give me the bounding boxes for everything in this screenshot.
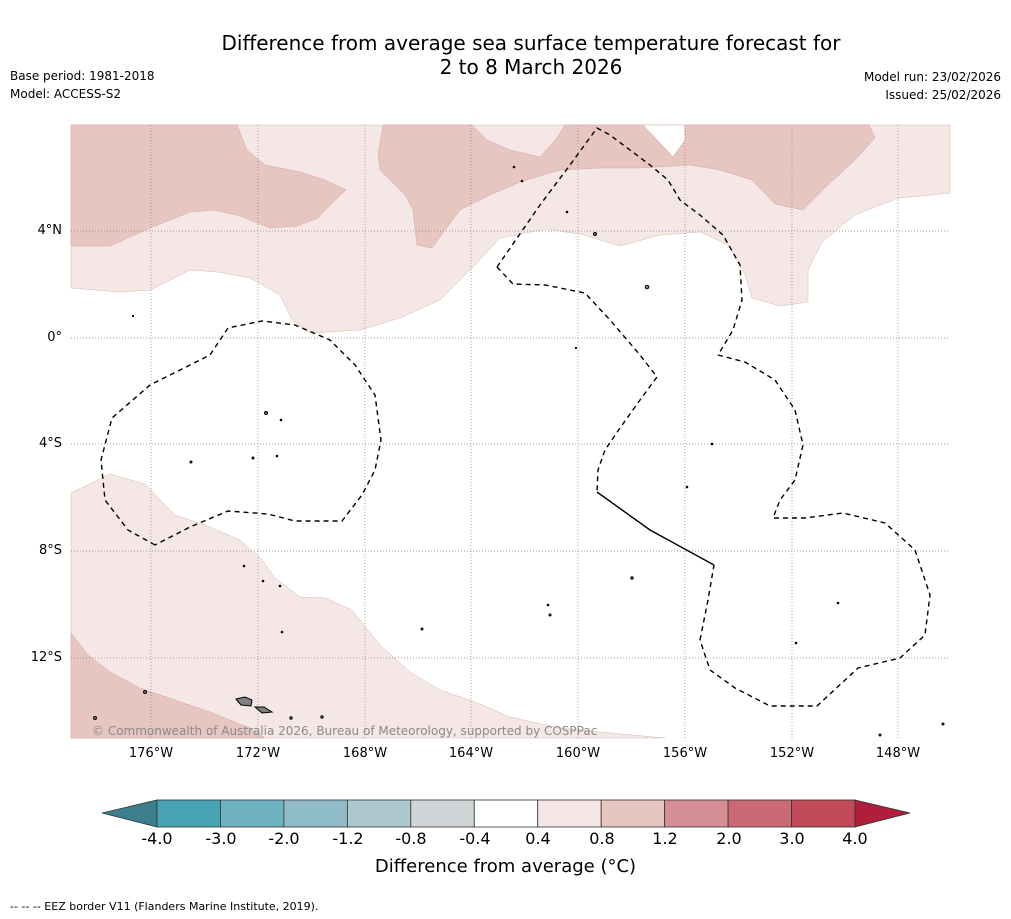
lon-label-148w: 148°W xyxy=(875,746,921,761)
lat-label-12s: 12°S xyxy=(30,650,62,665)
base-period: Base period: 1981-2018 xyxy=(10,69,155,83)
eez-footnote: -- -- -- EEZ border V11 (Flanders Marine… xyxy=(10,900,319,913)
lon-label-176w: 176°W xyxy=(128,746,174,761)
issued-date: Issued: 25/02/2026 xyxy=(885,88,1001,102)
chart-title: Difference from average sea surface temp… xyxy=(0,31,1011,79)
eez-borders xyxy=(100,127,931,707)
cb-tick-5: -0.8 xyxy=(395,829,427,848)
title-line-2: 2 to 8 March 2026 xyxy=(439,55,623,79)
cb-tick-6: -0.4 xyxy=(459,829,491,848)
meta-left: Base period: 1981-2018 Model: ACCESS-S2 xyxy=(10,67,155,103)
island-upolu xyxy=(235,696,253,707)
islands xyxy=(93,165,945,737)
anomaly-shading xyxy=(70,124,951,739)
eez-line-north xyxy=(496,127,743,356)
meta-right: Model run: 23/02/2026 Issued: 25/02/2026 xyxy=(864,68,1001,104)
eez-line-mid xyxy=(496,266,658,493)
lat-label-0: 0° xyxy=(47,330,62,345)
cb-tick-8: 0.8 xyxy=(589,829,615,848)
cb-tick-1: -4.0 xyxy=(141,829,173,848)
lon-label-152w: 152°W xyxy=(769,746,815,761)
band-southwest-dark xyxy=(70,632,266,739)
eez-solid-segment xyxy=(596,491,715,566)
cb-tick-11: 3.0 xyxy=(779,829,805,848)
lon-label-172w: 172°W xyxy=(235,746,281,761)
lon-label-168w: 168°W xyxy=(342,746,388,761)
band-north-white-notch xyxy=(642,124,686,158)
eez-segment-south xyxy=(699,564,715,641)
model-run: Model run: 23/02/2026 xyxy=(863,70,1001,84)
graticule xyxy=(71,125,950,738)
lat-label-4n: 4°N xyxy=(37,223,63,238)
lon-label-164w: 164°W xyxy=(448,746,494,761)
colorbar-title: Difference from average (°C) xyxy=(374,856,637,877)
cb-tick-2: -3.0 xyxy=(205,829,237,848)
cb-tick-9: 1.2 xyxy=(652,829,678,848)
copyright-notice: © Commonwealth of Australia 2026, Bureau… xyxy=(92,724,598,738)
title-line-1: Difference from average sea surface temp… xyxy=(221,31,841,55)
lon-label-156w: 156°W xyxy=(662,746,708,761)
lat-label-4s: 4°S xyxy=(38,436,62,451)
lon-label-160w: 160°W xyxy=(555,746,601,761)
cb-tick-3: -2.0 xyxy=(268,829,300,848)
cb-tick-10: 2.0 xyxy=(716,829,742,848)
lat-label-8s: 8°S xyxy=(38,543,62,558)
eez-tokelau xyxy=(100,320,382,546)
cb-tick-12: 4.0 xyxy=(842,829,868,848)
eez-southeast xyxy=(699,354,931,707)
band-north-dark-2 xyxy=(377,124,876,249)
cb-tick-7: 0.4 xyxy=(525,829,551,848)
cb-tick-4: -1.2 xyxy=(332,829,364,848)
model-name: Model: ACCESS-S2 xyxy=(10,87,122,101)
island-savaii xyxy=(253,706,274,714)
band-southwest-light xyxy=(70,473,666,739)
